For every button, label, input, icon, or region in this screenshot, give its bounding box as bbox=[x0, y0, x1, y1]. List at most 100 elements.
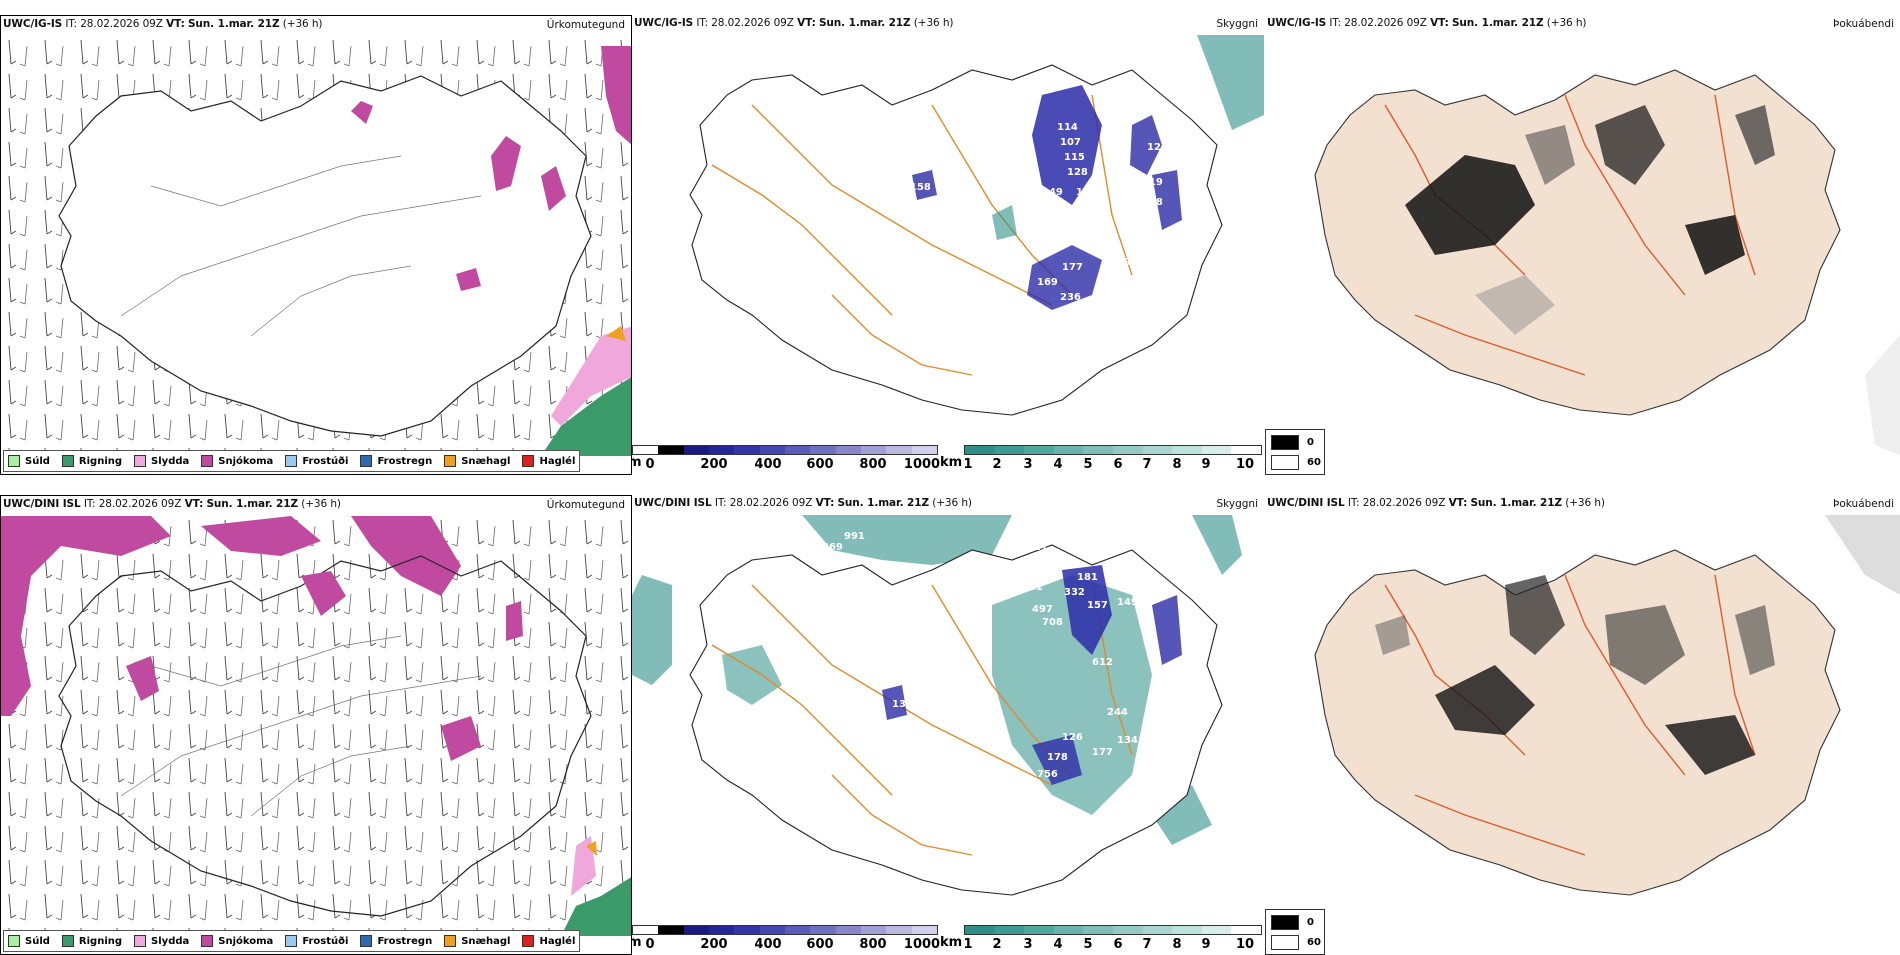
fog-area bbox=[1525, 125, 1575, 185]
cloud-base-label: 869 bbox=[822, 542, 843, 553]
legend-item: Snæhagl bbox=[444, 935, 510, 947]
ice-pellet-area bbox=[586, 841, 597, 856]
ice-pellet-area bbox=[606, 326, 626, 341]
swatch bbox=[134, 935, 147, 947]
snow-area bbox=[351, 101, 373, 124]
cloud-base-label: 692 bbox=[977, 589, 998, 600]
cloud-base-label: 115 bbox=[1064, 152, 1085, 163]
cloud-base-label: 231 bbox=[1022, 582, 1043, 593]
cloud-base-label: 134 bbox=[1117, 735, 1138, 746]
visibility-colorbar: km 1 2 3 4 5 6 7 8 9 10 bbox=[940, 445, 1262, 473]
panel-title: Skyggni bbox=[1216, 498, 1259, 510]
visibility-unit: km bbox=[940, 935, 963, 950]
cloud-base-label: 133 bbox=[892, 699, 913, 710]
fog-area bbox=[1475, 275, 1555, 335]
visibility-colorbar-ramp bbox=[964, 445, 1262, 455]
fog-legend-high: 60 bbox=[1271, 935, 1321, 950]
teal-area bbox=[992, 575, 1152, 815]
panel-title: Þokuábendi bbox=[1833, 18, 1894, 30]
cloud-area bbox=[1152, 595, 1182, 665]
cloud-base-label: 107 bbox=[1060, 137, 1081, 148]
legend-item: Haglél bbox=[522, 455, 575, 467]
snow-area bbox=[541, 166, 566, 211]
cloud-base-label: 170 bbox=[1076, 187, 1097, 198]
panel-header: UWC/DINI ISL IT: 28.02.2026 09Z VT: Sun.… bbox=[1267, 497, 1605, 509]
swatch bbox=[8, 455, 20, 467]
fog-area bbox=[1505, 575, 1565, 655]
snow-area bbox=[1, 516, 171, 716]
cloud-base-label: 236 bbox=[1060, 292, 1081, 303]
cloud-area bbox=[912, 170, 937, 200]
legend-item: Súld bbox=[8, 455, 50, 467]
swatch bbox=[61, 935, 74, 947]
cloud-base-label: 612 bbox=[1092, 657, 1113, 668]
visibility-map: 114 107 115 128 170 172 156 169 177 236 … bbox=[689, 35, 1264, 416]
height-colorbar-ramp bbox=[632, 925, 938, 935]
swatch bbox=[134, 455, 147, 467]
precip-legend: Súld Rigning Slydda Snjókoma Frostúði Fr… bbox=[3, 930, 581, 952]
fog-map bbox=[1314, 515, 1900, 896]
visibility-unit: km bbox=[940, 455, 963, 470]
fog-area bbox=[1735, 105, 1775, 165]
snow-area bbox=[301, 571, 346, 616]
fog-legend: 0 60 bbox=[1265, 429, 1325, 475]
cloud-base-label: 114 bbox=[1057, 122, 1078, 133]
cloud-area bbox=[1130, 115, 1162, 175]
legend-item: Slydda bbox=[134, 455, 189, 467]
panel-header: UWC/IG-IS IT: 28.02.2026 09Z VT: Sun. 1.… bbox=[1267, 17, 1587, 29]
panel-title: Skyggni bbox=[1216, 18, 1259, 30]
fog-panel-bottom: UWC/DINI ISL IT: 28.02.2026 09Z VT: Sun.… bbox=[1265, 495, 1900, 955]
legend-item: Snjókoma bbox=[201, 935, 273, 947]
legend-item: Frostúði bbox=[285, 935, 348, 947]
cloud-base-label: 756 bbox=[1037, 769, 1058, 780]
roads bbox=[711, 574, 1133, 856]
cloud-base-label: 497 bbox=[1032, 604, 1053, 615]
cloud-base-label: 135 bbox=[952, 712, 973, 723]
fog-area bbox=[1825, 515, 1900, 595]
fog-area bbox=[1605, 605, 1685, 685]
cloud-base-label: 149 bbox=[1042, 187, 1063, 198]
legend-item: Snjókoma bbox=[201, 455, 273, 467]
cloud-base-label: 708 bbox=[1042, 617, 1063, 628]
cloud-base-label: 119 bbox=[1142, 177, 1163, 188]
teal-area bbox=[632, 575, 672, 685]
sleet-area bbox=[571, 836, 596, 896]
fog-legend-low: 0 bbox=[1271, 435, 1314, 450]
legend-item: Rigning bbox=[61, 455, 122, 467]
swatch bbox=[522, 935, 535, 947]
swatch bbox=[8, 935, 20, 947]
teal-area bbox=[1197, 35, 1264, 130]
fog-map bbox=[1314, 69, 1900, 455]
sleet-area bbox=[551, 326, 631, 426]
swatch bbox=[201, 935, 214, 947]
height-unit: m bbox=[632, 935, 642, 950]
fog-panel-top: UWC/IG-IS IT: 28.02.2026 09Z VT: Sun. 1.… bbox=[1265, 15, 1900, 475]
swatch bbox=[285, 935, 298, 947]
panel-header: UWC/IG-IS IT: 28.02.2026 09Z VT: Sun. 1.… bbox=[634, 17, 954, 29]
cloud-base-label: 178 bbox=[1047, 752, 1068, 763]
swatch bbox=[444, 935, 457, 947]
roads bbox=[120, 635, 482, 817]
panel-header: UWC/DINI ISL IT: 28.02.2026 09Z VT: Sun.… bbox=[634, 497, 972, 509]
cloud-base-label: 89 bbox=[1117, 257, 1131, 268]
height-ticks: 0 200 400 600 800 1000 bbox=[645, 457, 941, 472]
iceland-outline bbox=[689, 64, 1223, 416]
panel-title: Úrkomutegund bbox=[546, 19, 625, 31]
snow-area bbox=[351, 516, 461, 596]
visibility-map: 991 869 921 181 332 157 149 692 231 497 … bbox=[632, 515, 1242, 896]
fog-area bbox=[1595, 105, 1665, 185]
swatch bbox=[444, 455, 457, 467]
fog-area bbox=[1865, 335, 1900, 455]
swatch bbox=[61, 455, 74, 467]
cloud-base-label: 158 bbox=[910, 182, 931, 193]
cloud-area bbox=[1062, 565, 1112, 655]
cloud-base-label: 921 bbox=[1027, 542, 1048, 553]
rain-area bbox=[561, 877, 631, 936]
visibility-colorbar: km 1 2 3 4 5 6 7 8 9 10 bbox=[940, 925, 1262, 953]
cloud-base-label: 128 bbox=[1067, 167, 1088, 178]
precip-type-panel-bottom: UWC/DINI ISL IT: 28.02.2026 09Z VT: Sun.… bbox=[0, 495, 632, 955]
cloud-base-label: 186 bbox=[1127, 177, 1148, 188]
legend-item: Slydda bbox=[134, 935, 189, 947]
swatch bbox=[201, 455, 214, 467]
teal-area bbox=[1192, 515, 1242, 575]
